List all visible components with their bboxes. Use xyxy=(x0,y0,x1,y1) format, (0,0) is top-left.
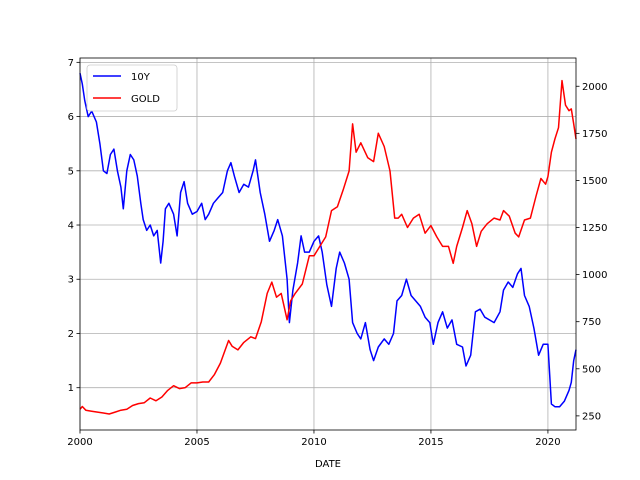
y-left-tick-label: 4 xyxy=(68,221,74,232)
series-lines xyxy=(79,73,577,415)
grid xyxy=(79,58,576,430)
y-right-tick-label: 250 xyxy=(582,411,601,422)
y-right-tick-label: 2000 xyxy=(582,82,607,93)
y-left-tick-label: 6 xyxy=(68,112,74,123)
x-tick-label: 2020 xyxy=(535,437,560,448)
x-tick-label: 2015 xyxy=(418,437,443,448)
series-line-gold xyxy=(79,79,577,415)
legend-label-gold: GOLD xyxy=(131,94,160,105)
y-right-tick-label: 1750 xyxy=(582,129,607,140)
y-right-tick-label: 750 xyxy=(582,317,601,328)
x-tick-label: 2000 xyxy=(67,437,92,448)
y-left-tick-label: 3 xyxy=(68,275,74,286)
x-axis-title: DATE xyxy=(315,459,341,470)
y-right-tick-label: 1500 xyxy=(582,176,607,187)
y-right-tick-label: 500 xyxy=(582,364,601,375)
y-left-tick-label: 2 xyxy=(68,329,74,340)
legend-label-10y: 10Y xyxy=(131,72,151,83)
x-axis: 2000 2005 2010 2015 2020 xyxy=(67,430,561,448)
y-axis-left: 1 2 3 4 5 6 7 xyxy=(68,58,80,394)
y-right-tick-label: 1000 xyxy=(582,270,607,281)
y-axis-right: 250 500 750 1000 1250 1500 1750 2000 xyxy=(576,82,607,422)
y-left-tick-label: 5 xyxy=(68,166,74,177)
y-right-tick-label: 1250 xyxy=(582,223,607,234)
series-line-10y xyxy=(79,73,577,408)
plot-frame xyxy=(79,57,577,431)
x-tick-label: 2005 xyxy=(184,437,209,448)
legend: 10Y GOLD xyxy=(86,64,178,112)
y-left-tick-label: 1 xyxy=(68,383,74,394)
y-left-tick-label: 7 xyxy=(68,58,74,69)
x-tick-label: 2010 xyxy=(301,437,326,448)
